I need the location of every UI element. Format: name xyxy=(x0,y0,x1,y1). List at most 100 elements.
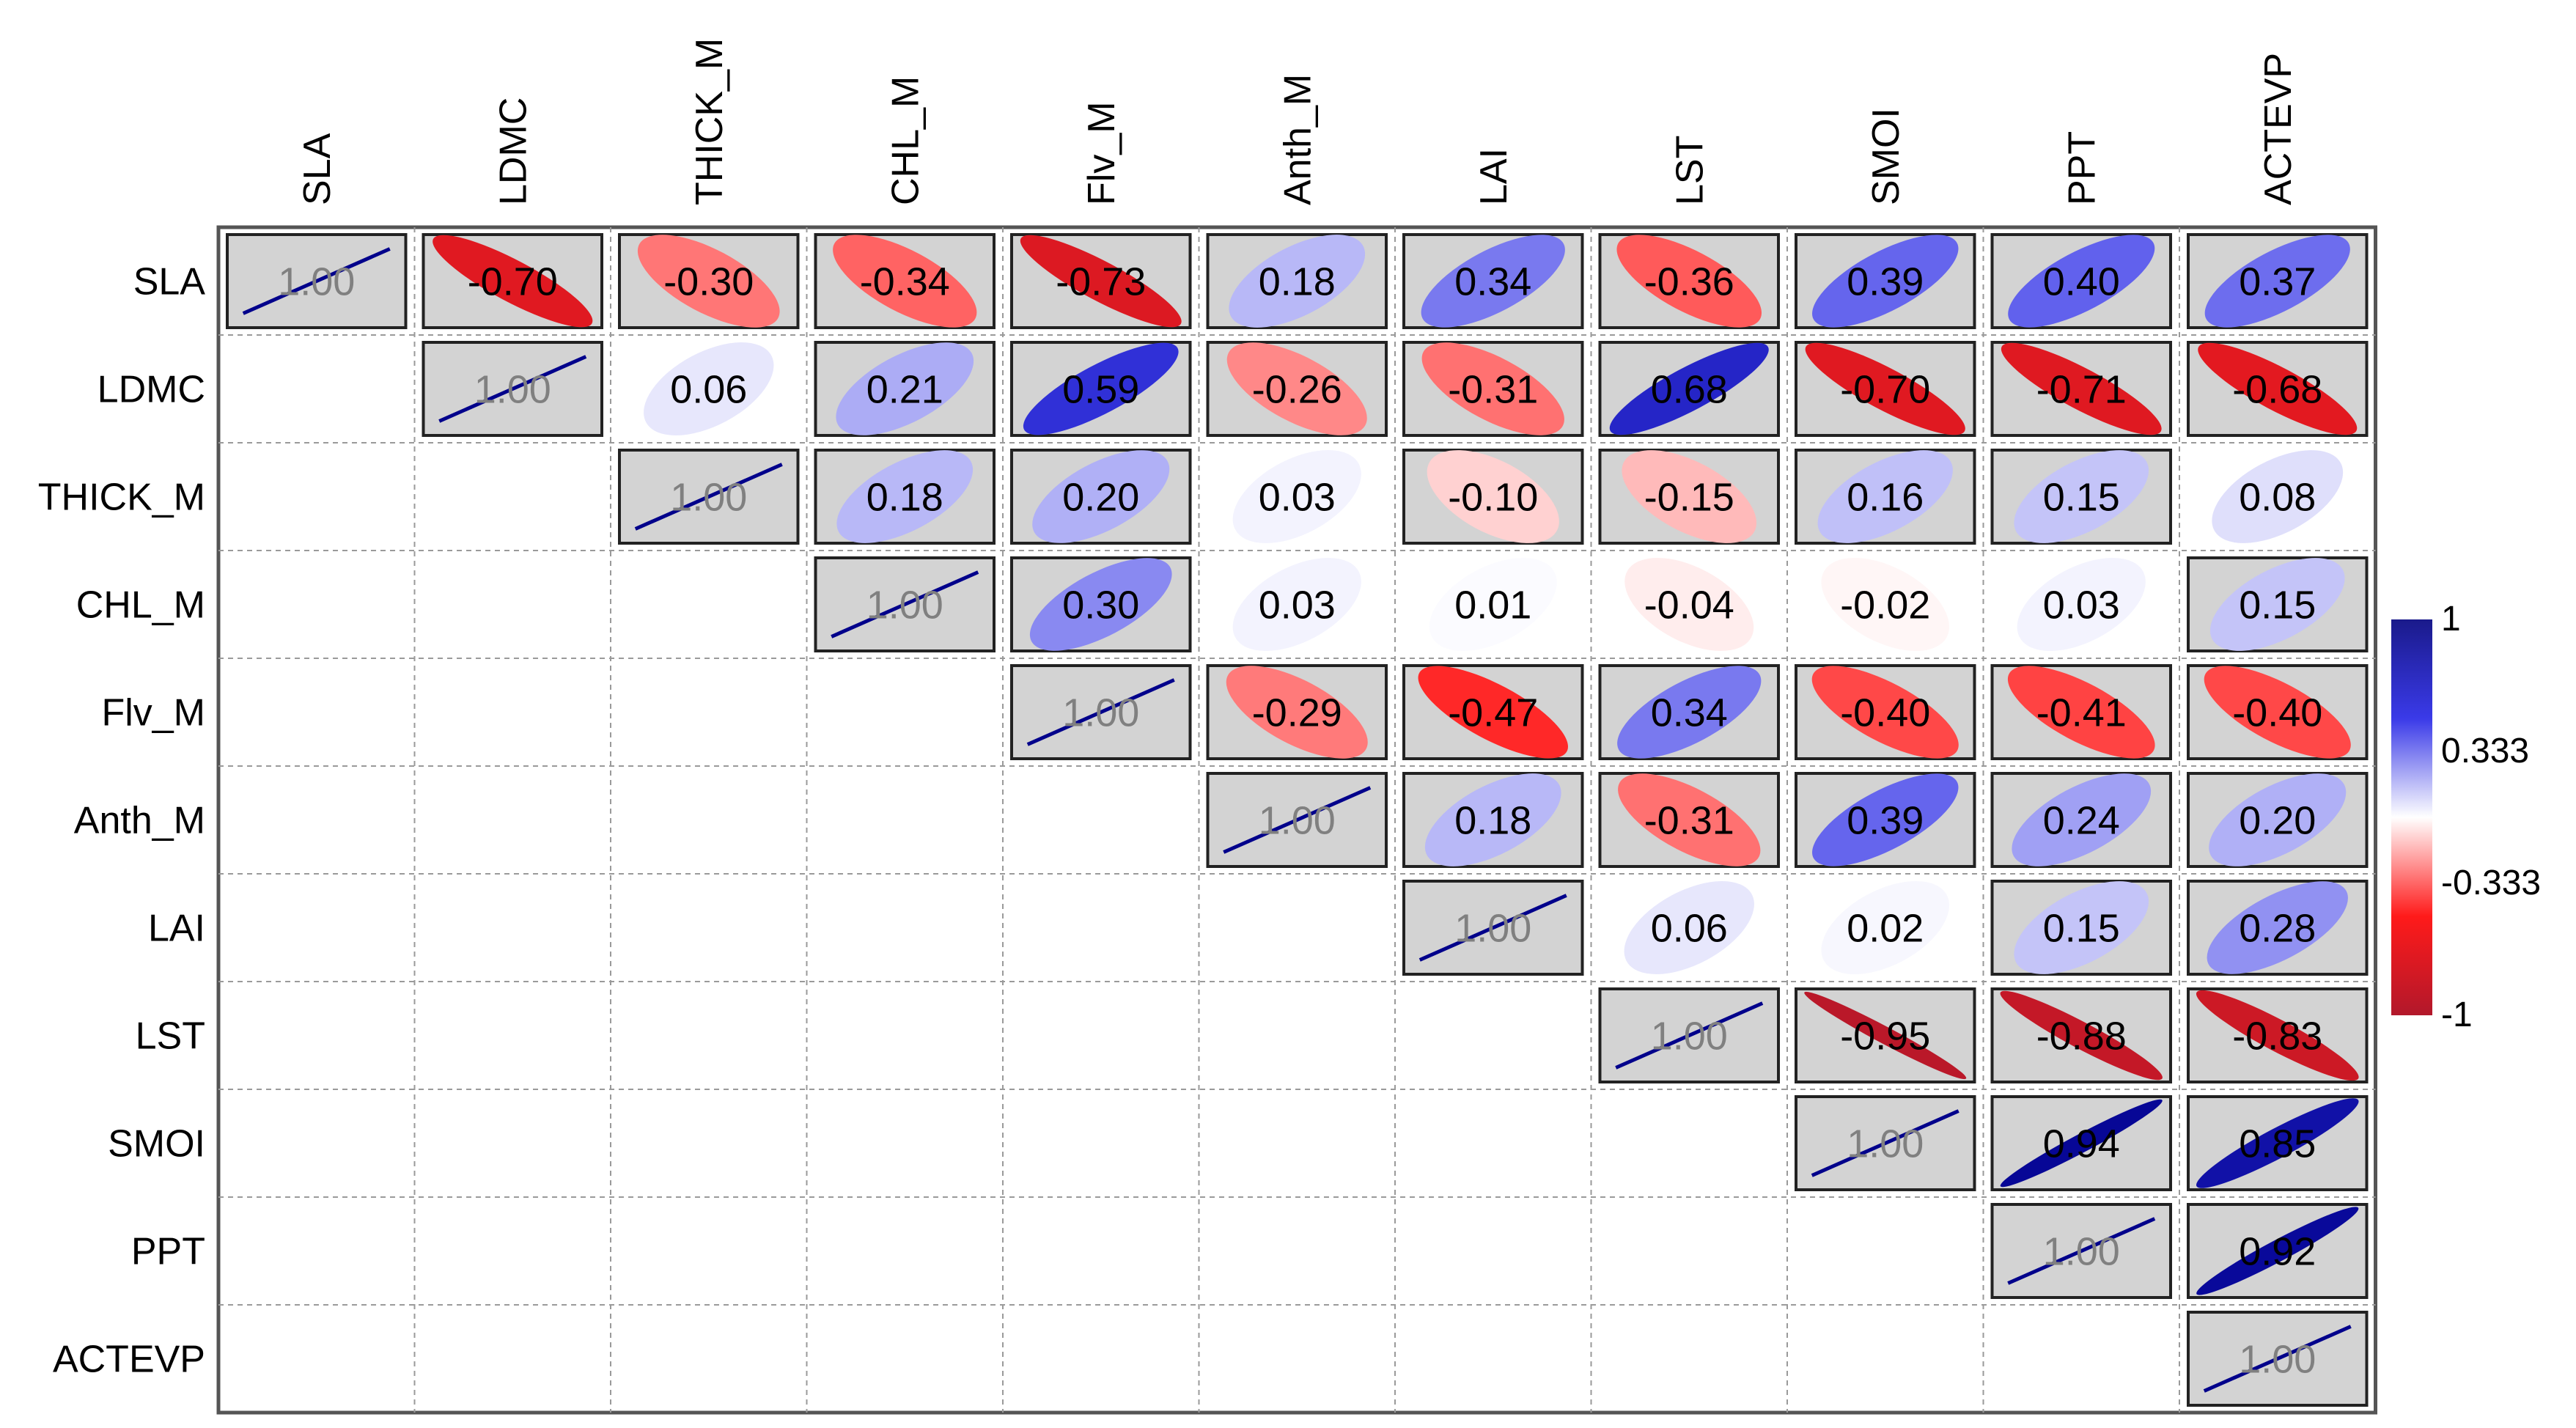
corr-cell: 0.03 xyxy=(2017,558,2146,651)
corr-ellipse xyxy=(1624,558,1754,651)
corr-value-label: 0.15 xyxy=(2043,476,2120,520)
corr-value-label: -0.41 xyxy=(2036,691,2127,735)
corr-ellipse xyxy=(1023,342,1179,435)
corr-value-label: -0.15 xyxy=(1644,476,1734,520)
corr-value-label: 1.00 xyxy=(2239,1338,2316,1382)
corr-cell: 0.18 xyxy=(1402,772,1584,868)
column-label: Anth_M xyxy=(1276,74,1319,205)
corr-cell: 1.00 xyxy=(1402,880,1584,976)
corr-cell: 1.00 xyxy=(226,233,408,329)
corr-cell: -0.70 xyxy=(1795,341,1976,437)
corr-value-label: -0.71 xyxy=(2036,368,2127,412)
corr-value-label: 0.01 xyxy=(1454,584,1531,627)
corr-value-label: -0.31 xyxy=(1448,368,1538,412)
significance-box xyxy=(814,556,996,652)
corr-ellipse xyxy=(2209,558,2345,651)
diagonal-line xyxy=(242,247,391,315)
corr-ellipse xyxy=(1821,557,1949,652)
corr-value-label: 0.40 xyxy=(2043,260,2120,304)
corr-value-label: 1.00 xyxy=(670,476,747,520)
corr-value-label: 1.00 xyxy=(2043,1230,2120,1274)
corr-ellipse xyxy=(1418,666,1568,759)
corr-cell: 1.00 xyxy=(422,341,603,437)
corr-cell: -0.34 xyxy=(814,233,996,329)
legend-colorbar xyxy=(2391,619,2432,1015)
corr-value-label: 0.34 xyxy=(1651,691,1728,735)
corr-ellipse xyxy=(2196,990,2359,1081)
corr-cell: -0.88 xyxy=(1990,987,2172,1083)
corr-value-label: 0.18 xyxy=(866,476,943,520)
corr-ellipse xyxy=(833,235,977,328)
corr-cell: 0.39 xyxy=(1795,772,1976,868)
corr-value-label: -0.40 xyxy=(1840,691,1930,735)
corr-value-label: 0.18 xyxy=(1259,260,1336,304)
corr-value-label: 0.08 xyxy=(2239,476,2316,520)
corr-value-label: -0.29 xyxy=(1252,691,1342,735)
corr-cell: -0.26 xyxy=(1206,341,1388,437)
corr-ellipse xyxy=(2012,773,2152,866)
corr-cell: 0.85 xyxy=(2187,1095,2369,1191)
legend-tick-label: -1 xyxy=(2441,995,2473,1034)
corr-cell: 0.20 xyxy=(1010,449,1192,545)
corr-value-label: -0.10 xyxy=(1448,476,1538,520)
corr-value-label: 1.00 xyxy=(866,584,943,627)
corr-ellipse xyxy=(1429,557,1557,652)
corr-value-label: 1.00 xyxy=(1847,1122,1924,1166)
corr-value-label: -0.68 xyxy=(2232,368,2322,412)
diagonal-line xyxy=(2007,1217,2156,1285)
corr-cell: 1.00 xyxy=(1206,772,1388,868)
corr-cell: -0.83 xyxy=(2187,987,2369,1083)
corr-cell: 0.06 xyxy=(1624,881,1754,974)
diagonal-line xyxy=(438,355,587,423)
corr-cell: -0.29 xyxy=(1206,664,1388,760)
diagonal-line xyxy=(1418,894,1567,962)
legend-tick-label: 1 xyxy=(2441,600,2461,638)
corr-value-label: -0.95 xyxy=(1840,1015,1930,1059)
corr-cell: 1.00 xyxy=(1795,1095,1976,1191)
grid-layer xyxy=(216,225,2377,1415)
corr-ellipse xyxy=(1421,235,1565,328)
corr-cell: 0.01 xyxy=(1429,557,1557,652)
corr-value-label: -0.83 xyxy=(2232,1015,2322,1059)
corr-cell: 1.00 xyxy=(1010,664,1192,760)
corr-ellipse xyxy=(2196,1207,2359,1295)
corr-cell: 0.92 xyxy=(2187,1203,2369,1299)
corr-ellipse xyxy=(2000,990,2163,1081)
corr-cell: 1.00 xyxy=(1598,987,1780,1083)
corr-value-label: 0.02 xyxy=(1847,907,1924,951)
corr-cell: 0.37 xyxy=(2187,233,2369,329)
corr-cell: 0.39 xyxy=(1795,233,1976,329)
row-label: ACTEVP xyxy=(53,1339,205,1381)
column-label: SMOI xyxy=(1865,108,1907,205)
row-label: SLA xyxy=(133,261,206,303)
corr-cell: 1.00 xyxy=(2187,1311,2369,1407)
corr-ellipse xyxy=(1812,773,1959,866)
corr-cell: 0.02 xyxy=(1821,880,1949,975)
diagonal-line xyxy=(1026,678,1175,746)
corr-value-label: 0.03 xyxy=(1259,476,1336,520)
corr-value-label: -0.47 xyxy=(1448,691,1538,735)
corr-cell: 0.40 xyxy=(1990,233,2172,329)
corr-value-label: -0.36 xyxy=(1644,260,1734,304)
corr-cell: -0.31 xyxy=(1598,772,1780,868)
corr-ellipse xyxy=(1229,235,1366,328)
corr-value-label: 0.06 xyxy=(670,368,747,412)
matrix-frame xyxy=(216,225,2377,1415)
corr-ellipse xyxy=(1427,450,1559,543)
corr-cell: -0.10 xyxy=(1402,449,1584,545)
corr-cell: 1.00 xyxy=(1990,1203,2172,1299)
corr-ellipse xyxy=(1232,558,1361,651)
corr-value-label: -0.40 xyxy=(2232,691,2322,735)
corr-value-label: 0.85 xyxy=(2239,1122,2316,1166)
corr-cell: 0.18 xyxy=(814,449,996,545)
corr-ellipse xyxy=(2212,450,2344,543)
corr-cell: -0.31 xyxy=(1402,341,1584,437)
corr-ellipse xyxy=(2000,1099,2163,1188)
corr-value-label: 0.03 xyxy=(2043,584,2120,627)
corr-cell: 0.03 xyxy=(1232,450,1361,543)
corr-value-label: 1.00 xyxy=(1651,1015,1728,1059)
column-label: LST xyxy=(1668,136,1711,205)
corr-value-label: 0.39 xyxy=(1847,260,1924,304)
corr-cell: 0.03 xyxy=(1232,558,1361,651)
